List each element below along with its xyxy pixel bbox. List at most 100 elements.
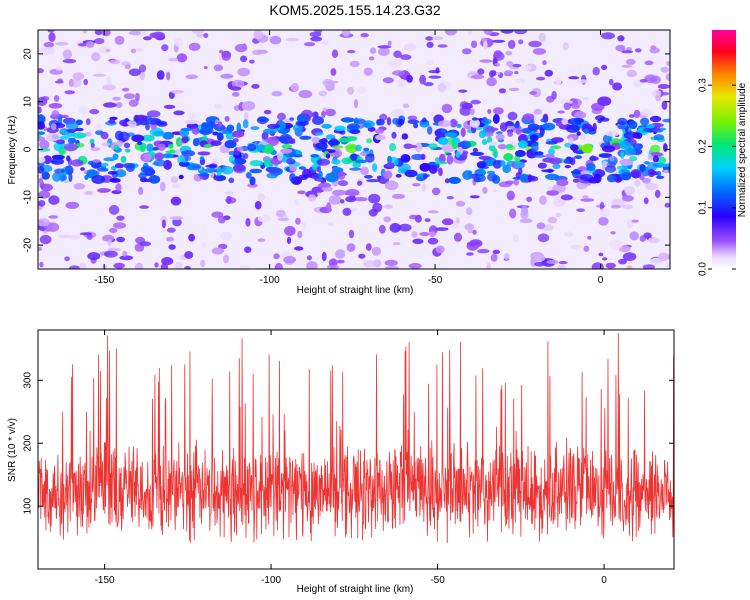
snr-x-tick-label: -50: [430, 575, 445, 586]
heatmap-cell: [583, 245, 590, 252]
heatmap-cell: [38, 136, 46, 142]
heatmap-cell: [55, 80, 64, 84]
heatmap-cell: [309, 172, 321, 179]
heatmap-cell: [154, 262, 159, 268]
heatmap-cell: [251, 83, 260, 89]
heatmap-cell: [135, 262, 144, 269]
heatmap-cell: [220, 73, 234, 79]
heatmap-cell: [203, 32, 209, 39]
heatmap-cell: [297, 230, 303, 239]
heatmap-cell: [146, 110, 161, 118]
heatmap-cell: [466, 241, 481, 246]
heatmap-cell: [114, 35, 125, 45]
heatmap-cell: [43, 41, 55, 48]
heatmap-cell: [69, 235, 81, 240]
heatmap-cell: [267, 168, 282, 173]
heatmap-cell: [592, 66, 600, 76]
heatmap-cell: [472, 229, 477, 235]
heatmap-cell: [617, 35, 625, 42]
heatmap-cell: [538, 32, 547, 42]
heatmap-cell: [108, 119, 116, 124]
heatmap-cell: [74, 127, 84, 132]
heatmap-cell: [162, 131, 174, 140]
heatmap-cell: [545, 141, 558, 145]
heatmap-cell: [249, 176, 256, 186]
heatmap-cell: [392, 193, 405, 199]
heatmap-cell: [336, 259, 345, 264]
heatmap-cell: [113, 262, 125, 269]
heatmap-cell: [362, 120, 375, 129]
heatmap-cell: [598, 216, 609, 226]
heatmap-cell: [102, 84, 116, 91]
heatmap-cell: [38, 190, 51, 199]
heatmap-cell: [141, 134, 155, 142]
heatmap-cell: [563, 159, 570, 164]
heatmap-cell: [414, 214, 422, 223]
heatmap-cell: [658, 252, 669, 262]
heatmap-cell: [546, 259, 560, 265]
heatmap-cell: [249, 160, 264, 167]
heatmap-cell: [187, 163, 201, 171]
heatmap-cell: [419, 121, 430, 128]
heatmap-y-tick-label: -20: [23, 237, 34, 252]
heatmap-cell: [469, 108, 475, 115]
colorbar-tick-label: 0.0: [698, 262, 709, 276]
heatmap-cell: [108, 204, 120, 215]
heatmap-cell: [43, 155, 52, 165]
heatmap-cell: [316, 178, 324, 182]
heatmap-cell: [250, 126, 260, 130]
heatmap-cell: [478, 155, 492, 160]
heatmap-cell: [224, 191, 234, 195]
snr-y-axis-label: SNR (10 * v/v): [7, 418, 18, 482]
heatmap-cell: [256, 49, 268, 54]
heatmap-y-tick-label: 20: [23, 48, 34, 60]
heatmap-cell: [54, 168, 66, 174]
heatmap-cell: [444, 178, 450, 184]
heatmap-cell: [160, 215, 168, 223]
heatmap-cell: [375, 128, 385, 134]
heatmap-cell: [344, 145, 356, 150]
heatmap-cell: [632, 143, 643, 150]
heatmap-cell: [605, 262, 616, 269]
heatmap-cell: [277, 151, 283, 161]
heatmap-cell: [139, 142, 146, 153]
heatmap-cell: [602, 145, 616, 153]
heatmap-cell: [512, 234, 519, 243]
snr-series-line: [38, 332, 674, 544]
heatmap-cell: [346, 243, 356, 252]
heatmap-cell: [452, 221, 459, 229]
heatmap-cell: [449, 118, 458, 128]
heatmap-cell: [568, 76, 580, 80]
heatmap-cell: [244, 246, 252, 253]
heatmap-cell: [491, 39, 506, 43]
heatmap-cell: [161, 44, 169, 52]
heatmap-cell: [180, 130, 189, 137]
snr-x-tick-label: -150: [95, 575, 115, 586]
snr-x-tick-label: -100: [261, 575, 281, 586]
heatmap-cell: [455, 151, 461, 158]
heatmap-cell: [529, 91, 537, 95]
heatmap-cell: [513, 161, 525, 168]
heatmap-cell: [406, 144, 418, 149]
heatmap-cell: [519, 173, 528, 183]
heatmap-cell: [203, 144, 212, 149]
heatmap-cell: [80, 167, 85, 171]
heatmap-cell: [601, 32, 615, 40]
heatmap-cell: [556, 179, 569, 187]
colorbar-label: Normalized spectral amplitude: [737, 82, 748, 217]
heatmap-cell: [339, 199, 345, 204]
snr-frame: [37, 329, 675, 570]
heatmap-cell: [55, 41, 69, 46]
heatmap-cell: [196, 33, 205, 38]
heatmap-cell: [363, 67, 373, 76]
heatmap-cell: [540, 118, 548, 123]
heatmap-cell: [263, 128, 277, 135]
heatmap-cell: [296, 115, 307, 123]
heatmap-cell: [426, 60, 433, 66]
heatmap-cell: [451, 141, 459, 150]
heatmap-cell: [486, 136, 493, 144]
heatmap-cell: [572, 178, 580, 183]
heatmap-cell: [576, 131, 581, 136]
heatmap-y-tick-label: 0: [23, 146, 34, 152]
heatmap-cell: [273, 253, 280, 260]
